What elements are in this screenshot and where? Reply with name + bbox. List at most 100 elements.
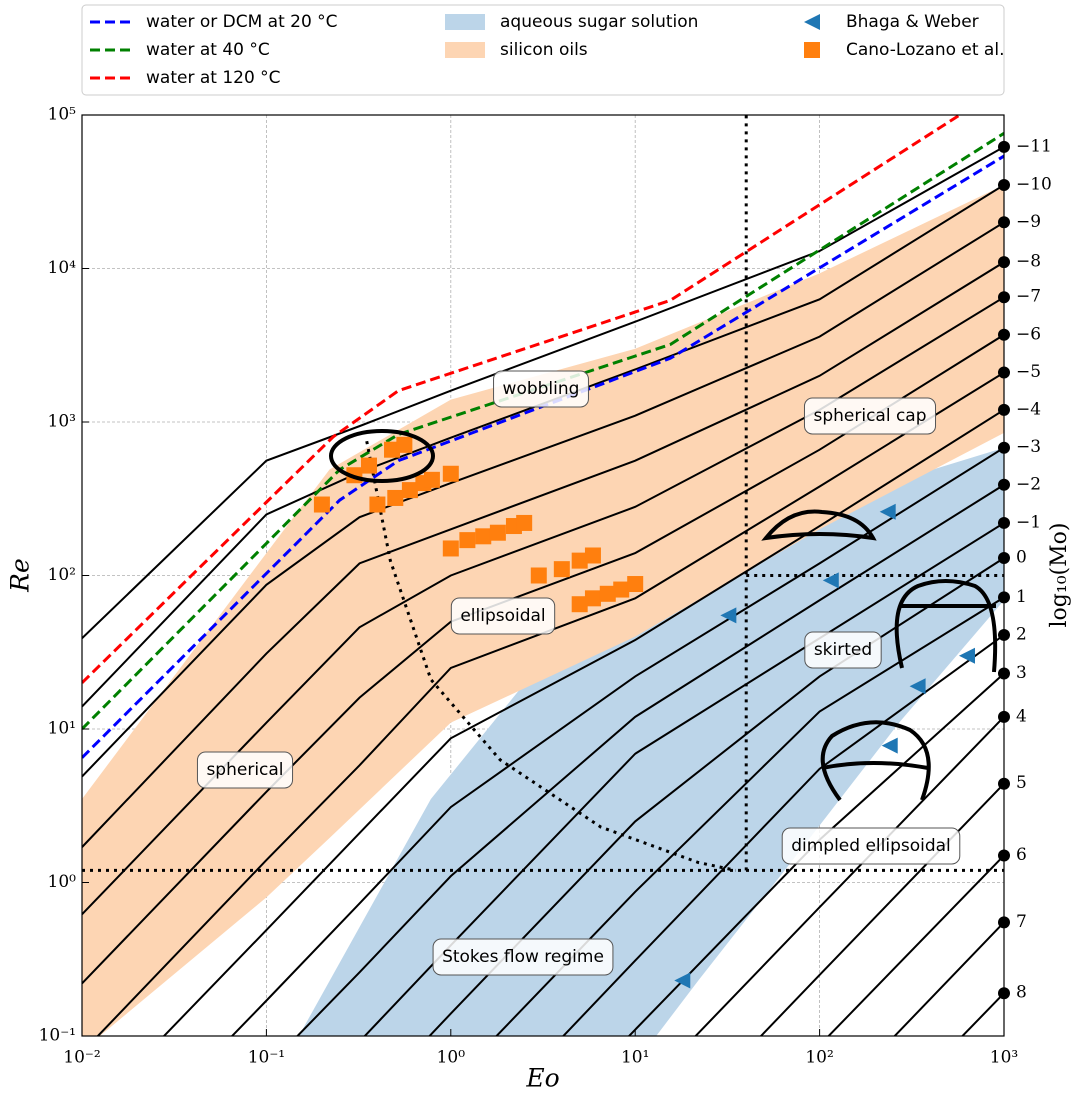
skirted-icon bbox=[894, 579, 998, 673]
region-label-box bbox=[432, 938, 614, 976]
dimpled-icon bbox=[820, 720, 931, 802]
mo-label: −2 bbox=[1016, 474, 1041, 494]
square-marker bbox=[530, 567, 547, 584]
mo-label: −8 bbox=[1016, 252, 1041, 272]
square-marker bbox=[571, 596, 588, 613]
mo-label: −10 bbox=[1016, 174, 1052, 194]
x-tick-label: 10¹ bbox=[621, 1048, 649, 1068]
square-marker bbox=[553, 561, 570, 578]
bubble-shapes bbox=[329, 429, 998, 802]
mo-curve bbox=[694, 716, 1004, 1036]
square-marker bbox=[423, 471, 440, 488]
mo-label: 1 bbox=[1016, 587, 1027, 607]
mo-curve bbox=[230, 446, 1004, 1036]
mo-label: −7 bbox=[1016, 287, 1041, 307]
square-marker bbox=[387, 489, 404, 506]
mo-curve bbox=[82, 221, 1004, 778]
mo-curve bbox=[561, 634, 1004, 1036]
mo-label: 8 bbox=[1016, 983, 1027, 1003]
triangle-marker bbox=[720, 607, 737, 624]
ellipsoidal-bubble-icon bbox=[329, 429, 435, 483]
square-marker bbox=[489, 524, 506, 541]
spherical-cap-icon bbox=[761, 509, 877, 541]
legend-box bbox=[81, 4, 1005, 96]
square-marker bbox=[627, 576, 644, 593]
legend-label: silicon oils bbox=[500, 40, 588, 60]
region-label: spherical cap bbox=[803, 397, 937, 435]
square-marker bbox=[571, 552, 588, 569]
mo-label: −5 bbox=[1016, 362, 1041, 382]
legend-label: Bhaga & Weber bbox=[846, 12, 979, 32]
legend-label: Cano-Lozano et al. bbox=[846, 40, 1004, 60]
mo-label: 5 bbox=[1016, 773, 1027, 793]
mo-curve bbox=[759, 783, 1004, 1036]
y-tick-label: 10⁴ bbox=[48, 258, 77, 278]
region-label-box bbox=[493, 370, 589, 408]
mo-curve bbox=[82, 184, 1004, 708]
square-marker bbox=[613, 581, 630, 598]
legend-swatch bbox=[445, 42, 485, 58]
mo-label: 0 bbox=[1016, 548, 1027, 568]
mo-label: −11 bbox=[1016, 136, 1052, 156]
x-axis-label: Eo bbox=[525, 1064, 559, 1093]
triangle-marker bbox=[958, 647, 975, 664]
y-tick-label: 10¹ bbox=[48, 719, 76, 739]
square-marker bbox=[360, 457, 377, 474]
legend-label: water or DCM at 20 °C bbox=[146, 12, 338, 32]
legend-label: water at 40 °C bbox=[146, 40, 270, 60]
mo-label: −4 bbox=[1016, 399, 1041, 419]
mo-curve bbox=[82, 261, 1004, 848]
y-tick-label: 10⁵ bbox=[48, 105, 77, 125]
x-tick-label: 10⁰ bbox=[437, 1048, 466, 1068]
square-marker bbox=[584, 547, 601, 564]
y-tick-label: 10² bbox=[48, 565, 76, 585]
mo-curve bbox=[428, 557, 1004, 1036]
region-label-box bbox=[196, 751, 294, 789]
triangle-marker bbox=[674, 972, 691, 989]
y-tick-label: 10⁰ bbox=[48, 872, 77, 892]
legend-label: aqueous sugar solution bbox=[500, 12, 698, 32]
square-marker bbox=[584, 590, 601, 607]
mo-label: −6 bbox=[1016, 324, 1041, 344]
triangle-marker bbox=[822, 572, 839, 589]
mo-label: −9 bbox=[1016, 212, 1041, 232]
x-tick-label: 10² bbox=[805, 1048, 833, 1068]
region-label-text: wobbling bbox=[503, 379, 580, 399]
square-marker bbox=[475, 528, 492, 545]
legend-swatch bbox=[445, 14, 485, 30]
square-marker bbox=[599, 585, 616, 602]
square-marker bbox=[369, 496, 386, 513]
legend-label: water at 120 °C bbox=[146, 68, 281, 88]
series-line bbox=[82, 115, 961, 684]
regime-boundary bbox=[365, 440, 736, 872]
mo-curve bbox=[495, 596, 1004, 1036]
triangle-marker bbox=[909, 678, 926, 695]
square-marker bbox=[442, 465, 459, 482]
mo-label: 7 bbox=[1016, 912, 1027, 932]
square-marker bbox=[442, 540, 459, 557]
region-label-text: spherical cap bbox=[813, 406, 926, 426]
x-tick-label: 10³ bbox=[990, 1048, 1018, 1068]
mo-label: 2 bbox=[1016, 624, 1027, 644]
series-line bbox=[82, 132, 1004, 731]
square-marker bbox=[459, 532, 476, 549]
region-label: spherical bbox=[196, 751, 294, 789]
y-tick-label: 10⁻¹ bbox=[39, 1026, 76, 1046]
series-line bbox=[82, 154, 1004, 759]
mo-curve bbox=[82, 333, 1004, 985]
region-label-box bbox=[804, 631, 882, 669]
region-label: Stokes flow regime bbox=[432, 938, 614, 976]
triangle-marker bbox=[879, 503, 896, 520]
triangle-marker bbox=[804, 14, 820, 30]
mo-curve bbox=[296, 483, 1004, 1036]
mo-label: 6 bbox=[1016, 845, 1027, 865]
mo-curve bbox=[96, 371, 1004, 1036]
y-axis-label: Re bbox=[6, 558, 35, 593]
region-label: skirted bbox=[804, 631, 882, 669]
x-tick-label: 10⁻¹ bbox=[248, 1048, 285, 1068]
square-marker bbox=[804, 42, 820, 58]
square-marker bbox=[516, 514, 533, 531]
region-label: ellipsoidal bbox=[450, 597, 556, 635]
region-label: dimpled ellipsoidal bbox=[781, 827, 961, 865]
